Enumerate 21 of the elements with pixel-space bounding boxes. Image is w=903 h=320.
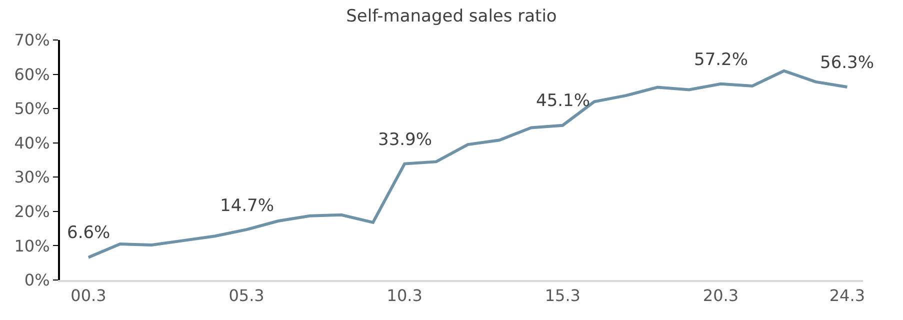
y-tick-label: 10% [14,236,50,256]
x-tick-label: 10.3 [386,286,422,306]
data-label: 14.7% [220,196,274,216]
y-tick-label: 50% [14,99,50,118]
data-label: 56.3% [820,53,874,73]
x-tick-label: 20.3 [702,286,739,306]
y-tick-label: 60% [14,64,50,84]
y-tick-label: 40% [14,133,50,152]
data-label: 45.1% [536,91,590,111]
data-label: 33.9% [378,130,432,150]
chart-title: Self-managed sales ratio [346,6,557,26]
data-label: 6.6% [67,223,110,243]
x-tick-label: 15.3 [544,286,580,306]
data-label: 57.2% [694,50,748,70]
x-tick-label: 05.3 [228,286,264,306]
x-tick-label: 24.3 [829,286,866,306]
x-tick-label: 00.3 [70,286,106,306]
y-tick-label: 0% [24,270,50,290]
y-tick-label: 20% [14,202,50,222]
y-tick-label: 30% [14,168,50,187]
y-tick-label: 70% [14,30,50,50]
